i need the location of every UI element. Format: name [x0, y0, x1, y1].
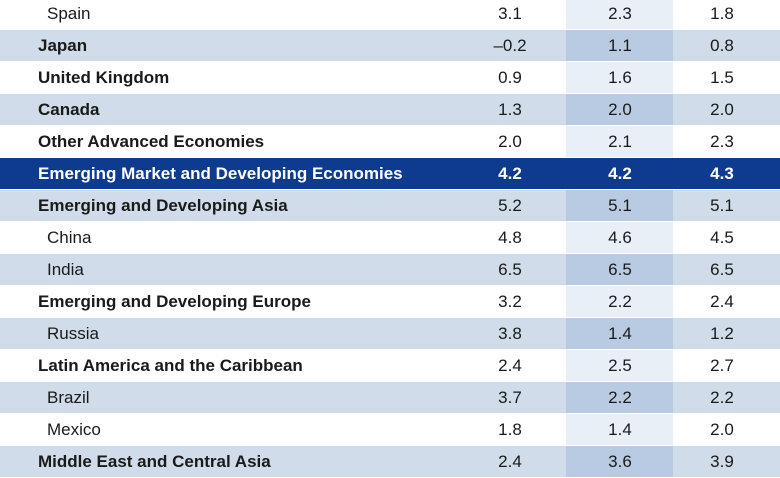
row-value-v1: 1.3: [498, 99, 522, 119]
row-label: Middle East and Central Asia: [38, 451, 271, 471]
row-label: Emerging and Developing Europe: [38, 291, 311, 311]
row-value-v1: 2.4: [498, 355, 522, 375]
row-value-v1: 4.2: [498, 163, 522, 183]
row-label: Russia: [47, 323, 99, 343]
row-value-v1: 3.7: [498, 387, 522, 407]
row-value-v2: 2.5: [608, 355, 632, 375]
table-row: China 4.8 4.6 4.5: [0, 222, 780, 254]
row-value-v2: 2.1: [608, 131, 632, 151]
table-row: Middle East and Central Asia 2.4 3.6 3.9: [0, 446, 780, 478]
column-shading: [566, 382, 673, 413]
row-value-v3: 5.1: [710, 195, 734, 215]
row-value-v2: 5.1: [608, 195, 632, 215]
row-value-v2: 6.5: [608, 259, 632, 279]
row-value-v1: 1.8: [498, 419, 522, 439]
row-value-v3: 1.8: [710, 3, 734, 23]
row-value-v2: 1.6: [608, 67, 632, 87]
row-value-v1: –0.2: [493, 35, 527, 55]
column-shading: [566, 350, 673, 381]
row-value-v2: 2.0: [608, 99, 632, 119]
row-label: Spain: [47, 3, 91, 23]
row-value-v3: 6.5: [710, 259, 734, 279]
row-value-v2: 2.2: [608, 387, 632, 407]
column-shading: [566, 318, 673, 349]
row-value-v3: 3.9: [710, 451, 734, 471]
row-value-v1: 2.0: [498, 131, 522, 151]
row-value-v3: 2.2: [710, 387, 734, 407]
row-label: Canada: [38, 99, 100, 119]
table-row: United Kingdom 0.9 1.6 1.5: [0, 62, 780, 94]
row-value-v1: 0.9: [498, 67, 522, 87]
row-label: Japan: [38, 35, 88, 55]
row-label: Other Advanced Economies: [38, 131, 265, 151]
table-row: Emerging Market and Developing Economies…: [0, 158, 780, 190]
table-row: Brazil 3.7 2.2 2.2: [0, 382, 780, 414]
table-row: Latin America and the Caribbean 2.4 2.5 2.7: [0, 350, 780, 382]
row-value-v3: 2.0: [710, 99, 734, 119]
column-shading: [566, 30, 673, 61]
table-row: Japan –0.2 1.1 0.8: [0, 30, 780, 62]
table-row: Other Advanced Economies 2.0 2.1 2.3: [0, 126, 780, 158]
row-label: China: [47, 227, 92, 247]
column-shading: [566, 222, 673, 253]
row-value-v3: 2.4: [710, 291, 734, 311]
row-label: Emerging Market and Developing Economies: [38, 163, 403, 183]
row-label: Latin America and the Caribbean: [38, 355, 303, 375]
column-shading: [566, 286, 673, 317]
table-row: Canada 1.3 2.0 2.0: [0, 94, 780, 126]
row-label: Brazil: [47, 387, 90, 407]
row-label: Emerging and Developing Asia: [38, 195, 288, 215]
column-shading: [566, 62, 673, 93]
row-value-v3: 4.3: [710, 163, 734, 183]
table-row: Mexico 1.8 1.4 2.0: [0, 414, 780, 446]
row-value-v2: 1.4: [608, 323, 632, 343]
row-value-v2: 1.4: [608, 419, 632, 439]
table-row: Emerging and Developing Asia 5.2 5.1 5.1: [0, 190, 780, 222]
row-label: Mexico: [47, 419, 101, 439]
row-value-v2: 1.1: [608, 35, 632, 55]
table-row: Russia 3.8 1.4 1.2: [0, 318, 780, 350]
row-value-v2: 2.2: [608, 291, 632, 311]
row-value-v1: 5.2: [498, 195, 522, 215]
table-row: Spain 3.1 2.3 1.8: [0, 0, 780, 30]
row-value-v1: 2.4: [498, 451, 522, 471]
row-value-v3: 1.5: [710, 67, 734, 87]
row-value-v3: 2.3: [710, 131, 734, 151]
row-value-v3: 2.0: [710, 419, 734, 439]
row-value-v1: 3.8: [498, 323, 522, 343]
column-shading: [566, 254, 673, 285]
row-value-v2: 2.3: [608, 3, 632, 23]
column-shading: [566, 94, 673, 125]
row-value-v1: 3.2: [498, 291, 522, 311]
row-value-v1: 4.8: [498, 227, 522, 247]
row-value-v1: 3.1: [498, 3, 522, 23]
column-shading: [566, 126, 673, 157]
column-shading: [566, 190, 673, 221]
row-value-v2: 4.2: [608, 163, 632, 183]
table-row: Emerging and Developing Europe 3.2 2.2 2.4: [0, 286, 780, 318]
row-value-v3: 2.7: [710, 355, 734, 375]
column-shading: [566, 0, 673, 29]
row-label: India: [47, 259, 84, 279]
row-value-v2: 3.6: [608, 451, 632, 471]
column-shading: [566, 414, 673, 445]
row-value-v2: 4.6: [608, 227, 632, 247]
row-value-v1: 6.5: [498, 259, 522, 279]
row-value-v3: 0.8: [710, 35, 734, 55]
row-value-v3: 1.2: [710, 323, 734, 343]
row-value-v3: 4.5: [710, 227, 734, 247]
row-label: United Kingdom: [38, 67, 170, 87]
table-row: India 6.5 6.5 6.5: [0, 254, 780, 286]
